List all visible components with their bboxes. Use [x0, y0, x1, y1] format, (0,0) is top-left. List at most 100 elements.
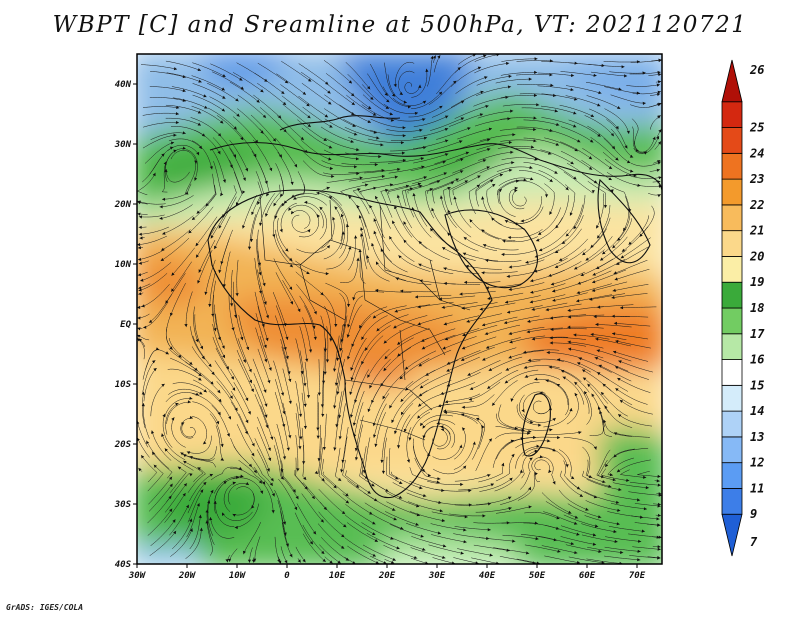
streamline — [501, 522, 538, 524]
streamline — [147, 508, 173, 536]
streamline — [162, 413, 173, 448]
streamline-arrow — [657, 161, 661, 165]
colorbar-swatch — [721, 101, 743, 128]
streamline — [409, 467, 440, 483]
streamline-arrow — [657, 545, 661, 549]
streamline — [522, 391, 546, 413]
streamline — [650, 115, 661, 130]
streamline — [304, 202, 324, 229]
streamline-arrow — [461, 413, 465, 417]
streamline — [527, 358, 564, 362]
streamline-arrow — [615, 388, 619, 392]
colorbar-label: 7 — [750, 535, 758, 549]
streamline-arrow — [554, 265, 559, 268]
streamline — [610, 128, 634, 158]
streamline — [431, 207, 454, 238]
streamline-arrow — [216, 421, 220, 425]
x-tick-label: 40E — [479, 571, 496, 581]
streamline-arrow — [320, 292, 324, 296]
streamline — [541, 447, 568, 468]
streamline — [191, 105, 224, 124]
streamline — [140, 454, 158, 483]
streamline-arrow — [492, 402, 496, 406]
streamline-arrow — [637, 549, 641, 553]
streamline-arrow — [321, 478, 325, 482]
streamline — [495, 426, 532, 432]
streamline-arrow — [325, 359, 330, 363]
streamline — [212, 323, 226, 359]
streamline — [520, 457, 533, 490]
streamline-arrow — [191, 216, 196, 220]
streamline — [431, 100, 465, 118]
streamline — [277, 500, 287, 536]
streamline — [556, 359, 591, 373]
streamline — [476, 417, 486, 449]
streamline — [382, 371, 407, 400]
streamline — [205, 173, 216, 207]
streamline — [391, 393, 414, 424]
streamline-arrow — [483, 54, 487, 58]
streamline — [590, 333, 627, 341]
streamline-arrow — [350, 377, 354, 381]
streamline-arrow — [302, 558, 306, 563]
streamline — [443, 412, 478, 425]
streamline — [604, 405, 633, 428]
streamline — [612, 482, 649, 489]
streamline-arrow — [346, 224, 350, 228]
streamline — [629, 71, 661, 75]
streamline-arrow — [242, 550, 246, 555]
streamline — [214, 304, 221, 341]
streamline — [170, 357, 202, 377]
streamline-arrow — [356, 172, 360, 176]
streamline-arrow — [624, 74, 628, 78]
y-tick-label: 10S — [115, 380, 132, 390]
streamline-arrow — [576, 299, 580, 303]
streamline-arrow — [589, 297, 593, 301]
streamline-arrow — [460, 551, 464, 555]
streamline — [535, 217, 563, 242]
streamline — [229, 139, 249, 172]
streamline — [142, 112, 179, 116]
streamline — [254, 72, 285, 95]
streamline-arrow — [367, 106, 372, 109]
streamline-arrow — [349, 391, 353, 395]
streamline — [631, 515, 660, 520]
streamline-arrow — [199, 391, 203, 395]
streamline-arrow — [380, 459, 384, 463]
streamline-arrow — [138, 286, 142, 290]
streamline-arrow — [417, 182, 422, 186]
streamline — [481, 316, 518, 326]
streamline-arrow — [447, 209, 451, 214]
streamline — [612, 218, 633, 249]
streamline-arrow — [597, 133, 601, 137]
streamline — [222, 185, 237, 218]
streamline-arrow — [405, 184, 410, 188]
streamline-arrow — [354, 457, 359, 461]
streamline — [509, 335, 546, 344]
streamline-arrow — [549, 341, 553, 345]
streamline-arrow — [562, 376, 566, 380]
streamline-arrow — [463, 237, 467, 241]
streamline — [442, 336, 477, 350]
streamline — [361, 176, 398, 183]
streamline-arrow — [645, 486, 649, 490]
streamline — [251, 206, 261, 243]
streamline — [590, 217, 611, 248]
streamline — [232, 116, 259, 144]
streamline-arrow — [138, 467, 142, 472]
streamline-arrow — [628, 241, 632, 245]
streamline — [603, 138, 631, 164]
streamline — [347, 304, 363, 338]
streamline-arrow — [372, 112, 377, 116]
streamline — [556, 383, 570, 416]
streamline-arrow — [533, 435, 537, 440]
streamline-arrow — [196, 254, 199, 258]
streamline-arrow — [309, 349, 313, 353]
streamline — [301, 82, 332, 105]
streamline — [164, 492, 186, 523]
streamline — [500, 139, 537, 142]
streamline — [633, 135, 660, 155]
streamline-arrow — [139, 236, 143, 240]
streamline — [622, 196, 629, 232]
streamline — [438, 295, 476, 300]
